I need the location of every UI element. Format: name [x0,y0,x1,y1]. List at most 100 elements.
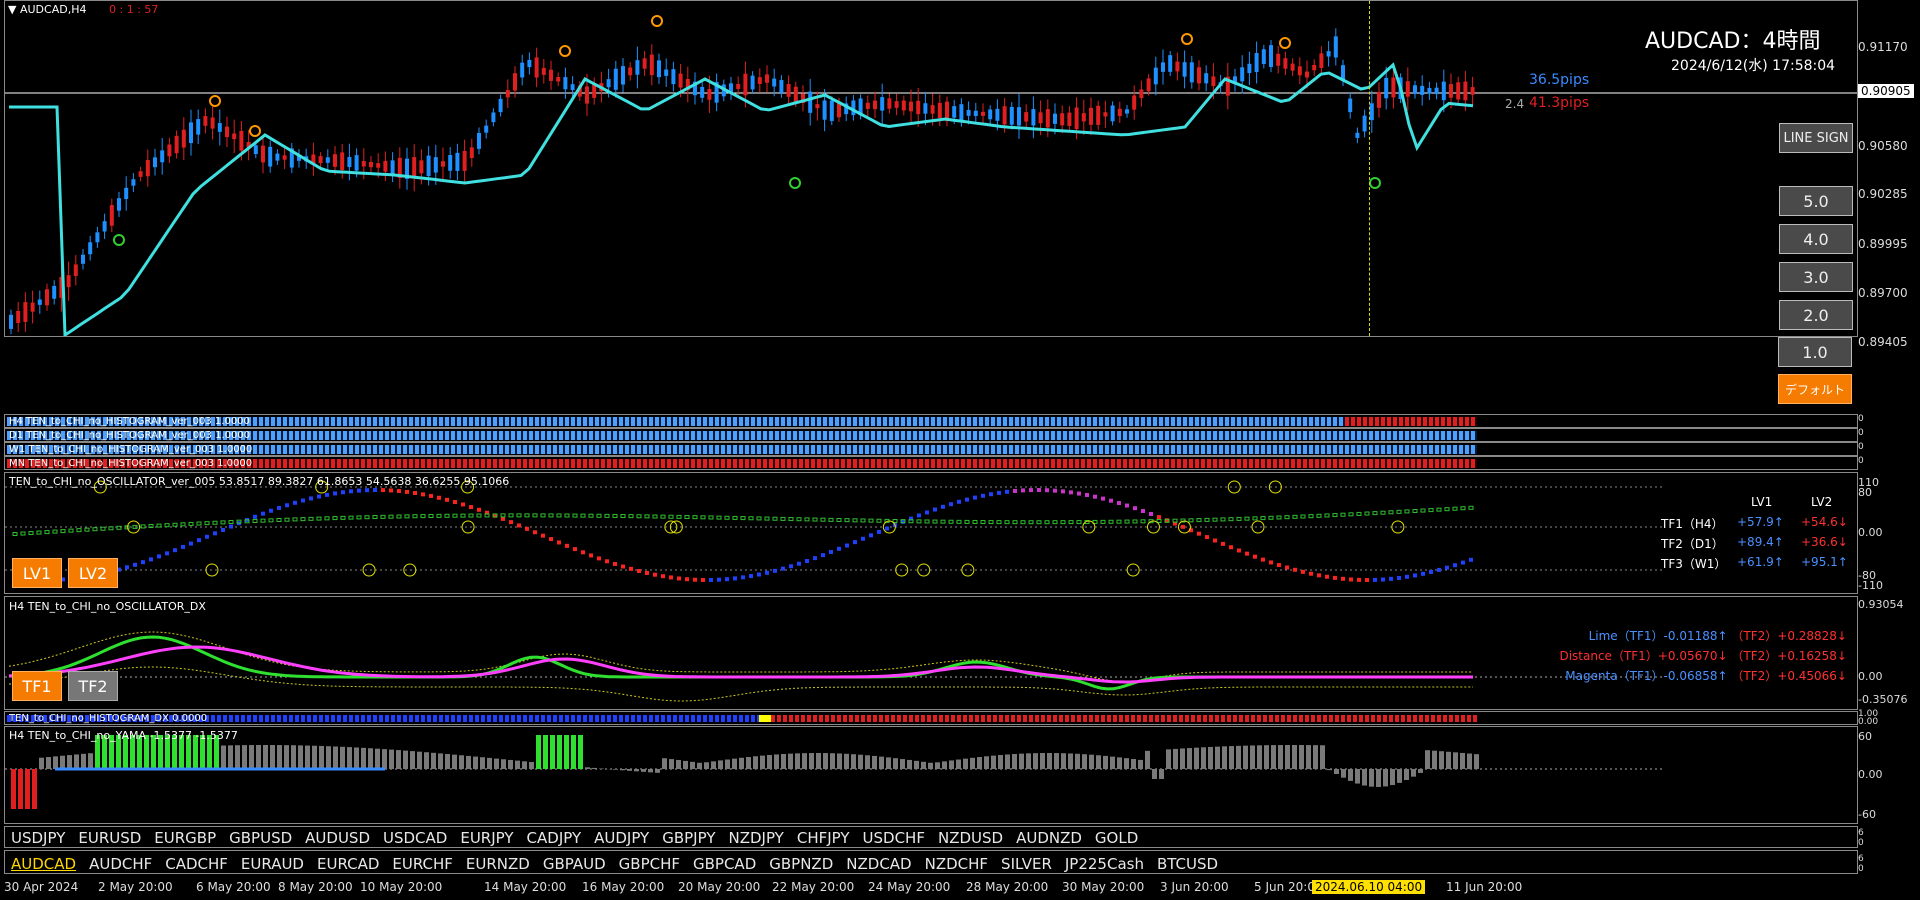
dx-scale-tick: 0.93054 [1858,598,1904,611]
osc-square-lv [76,528,82,533]
osc-dot [1133,506,1137,511]
oscillator-pane[interactable]: TEN_to_CHI_no_OSCILLATOR_ver_005 53.8517… [4,472,1858,594]
symbol-row-2[interactable]: AUDCAD AUDCHF CADCHF EURAUD EURCAD EURCHF EURN… [4,850,1858,874]
level-2-button[interactable]: 2.0 [1779,300,1853,330]
tf2-button[interactable]: TF2 [68,671,118,701]
osc-square-lv [44,530,50,535]
symbol-cadjpy[interactable]: CADJPY [526,829,582,847]
symbol-gbpchf[interactable]: GBPCHF [618,855,680,873]
lv2-button[interactable]: LV2 [68,558,118,588]
tf1-button[interactable]: TF1 [12,671,62,701]
yama-bar [1425,750,1430,769]
level-5-button[interactable]: 5.0 [1779,186,1853,216]
osc-square-lv [1132,519,1138,524]
osc-dot [1357,577,1361,582]
default-button[interactable]: デフォルト [1778,374,1852,404]
symbol-eurusd[interactable]: EURUSD [78,829,142,847]
histogram-mn-pane[interactable]: MN TEN_to_CHI_no_HISTOGRAM_ver_003 1.000… [4,456,1858,470]
symbol-nzdchf[interactable]: NZDCHF [924,855,989,873]
osc-dot [1221,541,1225,546]
yama-bar [767,754,772,769]
symbol-eurcad[interactable]: EURCAD [316,855,380,873]
line-sign-button[interactable]: LINE SIGN [1779,123,1853,153]
symbol-audusd[interactable]: AUDUSD [305,829,370,847]
yama-bar [1446,751,1451,769]
oscillator-dx-pane[interactable]: H4 TEN_to_CHI_no_OSCILLATOR_DX TF1 TF2 L… [4,596,1858,710]
symbol-gbpnzd[interactable]: GBPNZD [769,855,834,873]
symbol-usdchf[interactable]: USDCHF [862,829,925,847]
candle-bear [340,152,345,171]
lv1-button[interactable]: LV1 [12,558,62,588]
symbol-usdcad[interactable]: USDCAD [383,829,448,847]
symbol-silver[interactable]: SILVER [1001,855,1052,873]
candle-bull [1189,62,1194,83]
symbol-gold[interactable]: GOLD [1094,829,1139,847]
symbol-euraud[interactable]: EURAUD [240,855,304,873]
symbol-audcad[interactable]: AUDCAD [11,855,77,873]
osc-dot [1285,565,1289,570]
osc-level-marker [1268,480,1282,494]
candle-bear [887,98,892,109]
candle-bull [153,157,157,168]
osc-dot [613,561,617,566]
symbol-gbpjpy[interactable]: GBPJPY [662,829,716,847]
symbol-btcusd[interactable]: BTCUSD [1156,855,1219,873]
symbol-row-1[interactable]: USDJPY EURUSD EURGBP GBPUSD AUDUSD USDCAD EURJ… [4,826,1858,848]
dx-canvas [5,631,1665,702]
symbol-eurjpy[interactable]: EURJPY [460,829,514,847]
yama-pane[interactable]: H4 TEN_to_CHI_no_YAMA -1.5377 -1.5377 [4,726,1858,824]
candle-bull [1326,51,1331,57]
osc-dot [1461,560,1465,565]
histogram-mn-bars [7,459,1477,468]
candle-bull [923,103,928,114]
level-3-button[interactable]: 3.0 [1779,262,1853,292]
osc-dot [61,577,65,582]
symbol-nzdjpy[interactable]: NZDJPY [728,829,784,847]
level-4-button[interactable]: 4.0 [1779,224,1853,254]
osc-square-lv [68,528,74,533]
osc-dot [909,516,913,521]
symbol-gbpaud[interactable]: GBPAUD [542,855,606,873]
yama-bar [228,745,233,769]
symbol-gbpusd[interactable]: GBPUSD [229,829,293,847]
symbol-jp225cash[interactable]: JP225Cash [1064,855,1144,873]
symbol-chfjpy[interactable]: CHFJPY [796,829,850,847]
symbol-eurgbp[interactable]: EURGBP [154,829,217,847]
symbol-gbpcad[interactable]: GBPCAD [693,855,757,873]
yama-bar [991,755,996,769]
symbol-usdjpy[interactable]: USDJPY [11,829,66,847]
symbol-nzdcad[interactable]: NZDCAD [846,855,912,873]
candle-bull [498,98,503,113]
osc-dot [949,502,953,507]
osc-dot [1373,577,1377,582]
symbol-eurnzd[interactable]: EURNZD [465,855,530,873]
osc-dot [549,537,553,542]
candle-bull [1434,87,1439,95]
symbol-audjpy[interactable]: AUDJPY [594,829,650,847]
histogram-w1-pane[interactable]: W1 TEN_to_CHI_no_HISTOGRAM_ver_003 1.000… [4,442,1858,456]
osc-square-lv [20,531,26,536]
osc-square-lv [1308,514,1314,519]
histogram-d1-bars [7,431,1477,440]
osc-level-marker [205,563,219,577]
osc-square-lv [1060,520,1066,525]
yama-bar [67,755,72,769]
candle-bear [1197,67,1201,84]
osc-square-lv [1356,511,1362,516]
candle-bull [1254,53,1259,73]
histogram-dx-pane[interactable]: TEN_to_CHI_no_HISTOGRAM_DX 0.0000 [4,711,1858,725]
symbol-eurchf[interactable]: EURCHF [392,855,453,873]
candle-bear [937,102,942,118]
price-chart-pane[interactable]: ▼ AUDCAD,H4 0 : 1 : 57 AUDCAD：4時間 2024/6… [4,0,1858,337]
pips-top: 36.5pips [1529,72,1590,88]
histogram-d1-pane[interactable]: D1 TEN_to_CHI_no_HISTOGRAM_ver_003 1.000… [4,428,1858,442]
symbol-cadchf[interactable]: CADCHF [165,855,228,873]
symbol-audchf[interactable]: AUDCHF [89,855,153,873]
osc-level-marker [93,480,107,494]
level-1-button-visible[interactable]: 1.0 [1778,337,1852,367]
histogram-h4-pane[interactable]: H4 TEN_to_CHI_no_HISTOGRAM_ver_003 1.000… [4,414,1858,428]
symbol-nzdusd[interactable]: NZDUSD [937,829,1004,847]
yama-scale-tick: 0.00 [1858,768,1883,781]
symbol-audnzd[interactable]: AUDNZD [1016,829,1082,847]
osc-square-lv [1244,516,1250,521]
